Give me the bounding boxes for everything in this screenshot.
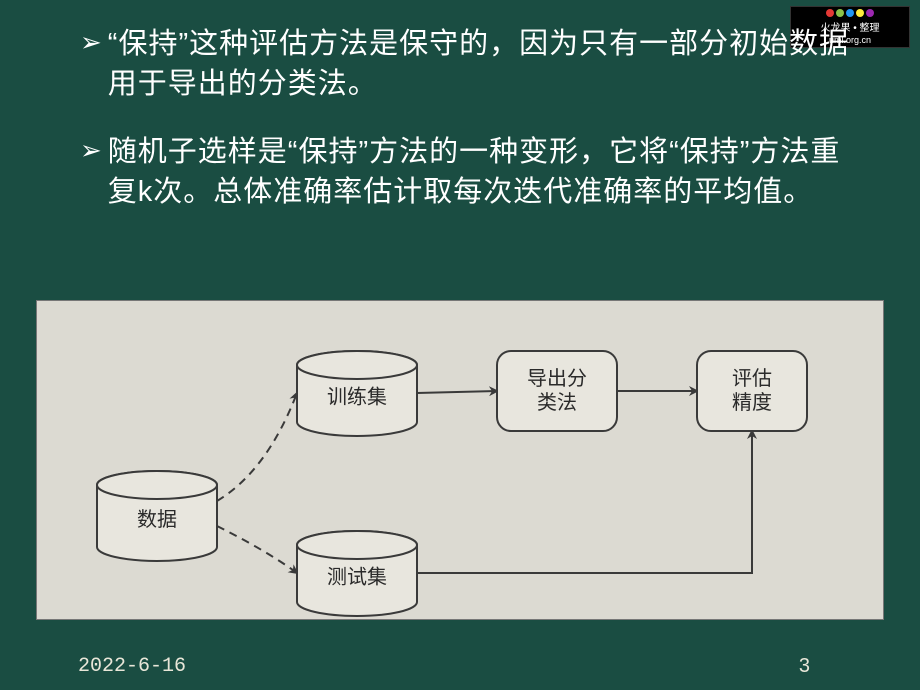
dot-icon (836, 9, 844, 17)
node-test: 测试集 (297, 531, 417, 616)
dot-icon (856, 9, 864, 17)
svg-text:精度: 精度 (732, 391, 772, 414)
svg-text:测试集: 测试集 (327, 566, 387, 589)
node-train: 训练集 (297, 351, 417, 436)
slide: 火龙果 • 整理 uml.org.cn ➢ “保持”这种评估方法是保守的，因为只… (0, 0, 920, 690)
footer-date: 2022-6-16 (78, 655, 186, 678)
svg-text:类法: 类法 (537, 391, 577, 414)
chevron-right-icon: ➢ (80, 24, 102, 60)
bullet-item: ➢ “保持”这种评估方法是保守的，因为只有一部分初始数据用于导出的分类法。 (80, 24, 860, 104)
dot-icon (846, 9, 854, 17)
svg-text:数据: 数据 (137, 508, 177, 531)
logo-dots (826, 9, 874, 17)
svg-text:评估: 评估 (732, 367, 772, 390)
bullet-text: 随机子选样是“保持”方法的一种变形，它将“保持”方法重复k次。总体准确率估计取每… (108, 132, 860, 212)
svg-text:导出分: 导出分 (527, 367, 587, 390)
footer-page-number: 3 (799, 655, 810, 678)
node-derive: 导出分类法 (497, 351, 617, 431)
bullet-item: ➢ 随机子选样是“保持”方法的一种变形，它将“保持”方法重复k次。总体准确率估计… (80, 132, 860, 212)
svg-text:训练集: 训练集 (327, 386, 387, 409)
text-content: ➢ “保持”这种评估方法是保守的，因为只有一部分初始数据用于导出的分类法。 ➢ … (80, 24, 860, 240)
dot-icon (826, 9, 834, 17)
chevron-right-icon: ➢ (80, 132, 102, 168)
bullet-text: “保持”这种评估方法是保守的，因为只有一部分初始数据用于导出的分类法。 (108, 24, 860, 104)
flowchart-diagram: 数据训练集测试集导出分类法评估精度 (36, 300, 884, 620)
node-data: 数据 (97, 471, 217, 561)
node-eval: 评估精度 (697, 351, 807, 431)
dot-icon (866, 9, 874, 17)
flowchart-svg: 数据训练集测试集导出分类法评估精度 (37, 301, 884, 620)
